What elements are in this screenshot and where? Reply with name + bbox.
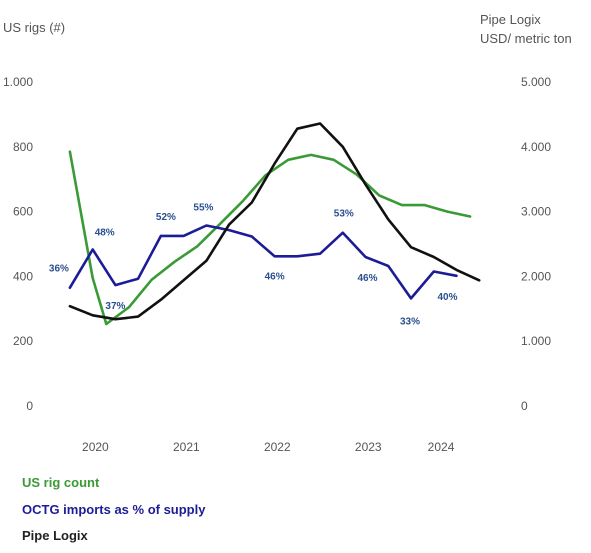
- left-axis-ticks: 0 200 400 600 800 1.000: [3, 75, 33, 413]
- x-axis-ticks: 2020 2021 2022 2023 2024: [82, 440, 455, 454]
- octg-data-label: 36%: [49, 264, 69, 275]
- us-rig-count-line: [68, 150, 472, 326]
- pipe-logix-line: [68, 122, 481, 321]
- octg-data-label: 40%: [437, 292, 457, 303]
- legend-item-octg-imports: OCTG imports as % of supply: [22, 502, 206, 517]
- x-axis-tick-label: 2023: [355, 440, 382, 454]
- octg-data-label: 33%: [400, 316, 420, 327]
- octg-imports-line: [68, 224, 458, 300]
- right-axis-tick-label: 3.000: [521, 205, 551, 219]
- octg-data-label: 37%: [105, 301, 125, 312]
- left-axis-tick-label: 400: [13, 269, 33, 283]
- octg-data-label: 55%: [193, 203, 213, 214]
- right-axis-ticks: 0 1.000 2.000 3.000 4.000 5.000: [521, 75, 551, 413]
- right-axis-title-line2: USD/ metric ton: [480, 31, 572, 46]
- legend-item-us-rig-count: US rig count: [22, 475, 100, 490]
- right-axis-tick-label: 4.000: [521, 140, 551, 154]
- octg-data-label: 53%: [334, 209, 354, 220]
- octg-data-label: 52%: [156, 212, 176, 223]
- x-axis-tick-label: 2021: [173, 440, 200, 454]
- left-axis-tick-label: 0: [26, 399, 33, 413]
- left-axis-tick-label: 800: [13, 140, 33, 154]
- legend-item-pipe-logix: Pipe Logix: [22, 528, 88, 543]
- octg-data-label: 48%: [95, 228, 115, 239]
- x-axis-tick-label: 2022: [264, 440, 291, 454]
- right-axis-tick-label: 1.000: [521, 334, 551, 348]
- right-axis-tick-label: 2.000: [521, 269, 551, 283]
- right-axis-title-line1: Pipe Logix: [480, 12, 541, 27]
- left-axis-title: US rigs (#): [3, 20, 65, 35]
- x-axis-tick-label: 2020: [82, 440, 109, 454]
- series-layer: [68, 122, 481, 326]
- right-axis-tick-label: 0: [521, 399, 528, 413]
- octg-data-label: 46%: [357, 273, 377, 284]
- data-label-layer: 36% 48% 37% 52% 55% 46% 53% 46% 33% 40%: [49, 203, 458, 328]
- octg-data-label: 46%: [265, 271, 285, 282]
- x-axis-tick-label: 2024: [428, 440, 455, 454]
- left-axis-tick-label: 200: [13, 334, 33, 348]
- left-axis-tick-label: 600: [13, 205, 33, 219]
- left-axis-tick-label: 1.000: [3, 75, 33, 89]
- right-axis-tick-label: 5.000: [521, 75, 551, 89]
